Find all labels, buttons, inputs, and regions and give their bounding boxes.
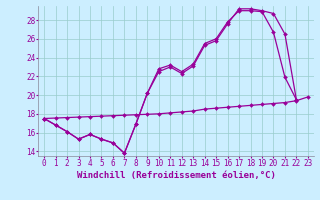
X-axis label: Windchill (Refroidissement éolien,°C): Windchill (Refroidissement éolien,°C) <box>76 171 276 180</box>
